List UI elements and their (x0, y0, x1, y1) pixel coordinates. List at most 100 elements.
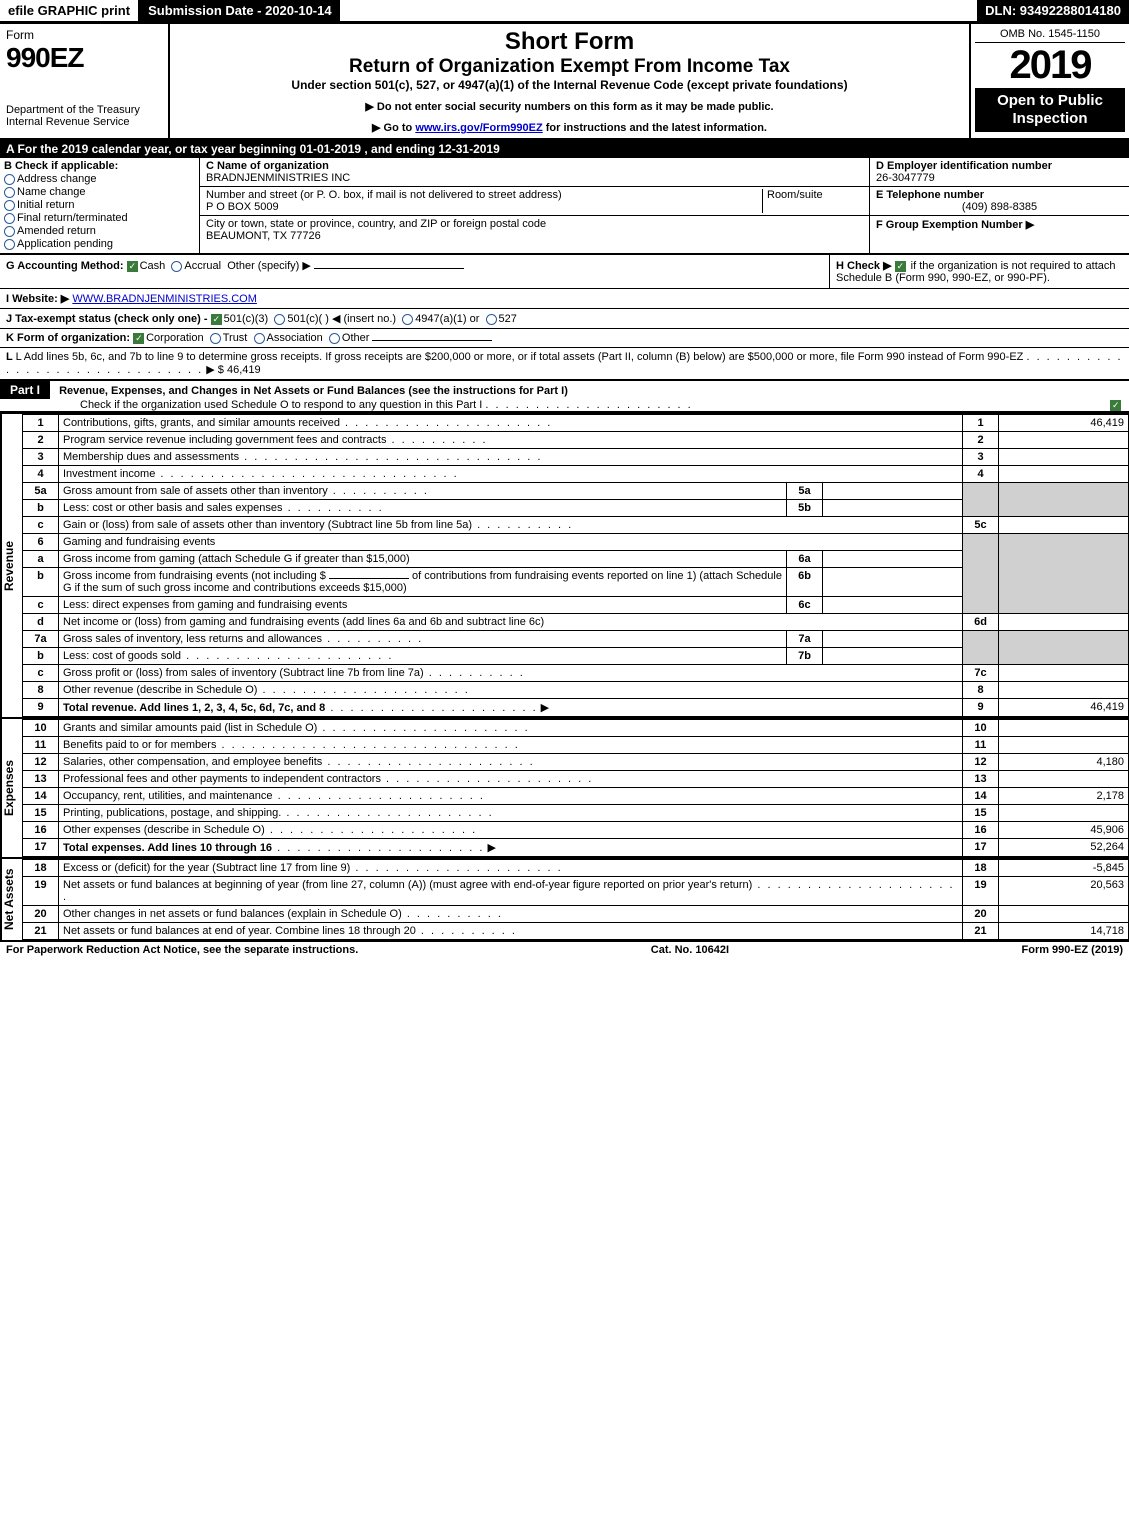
line-desc: Gain or (loss) from sale of assets other… (63, 519, 472, 531)
line-desc: Other revenue (describe in Schedule O) (63, 684, 257, 696)
revenue-side-label: Revenue (0, 414, 22, 717)
table-row: c Gain or (loss) from sale of assets oth… (23, 517, 1129, 534)
line-col: 16 (963, 822, 999, 839)
box-c-street-label: Number and street (or P. O. box, if mail… (206, 189, 562, 201)
line-desc-pre: Gross income from fundraising events (no… (63, 570, 326, 582)
chk-initial-return[interactable]: Initial return (4, 199, 195, 211)
line-val: 2,178 (999, 788, 1129, 805)
inner-val (823, 500, 963, 517)
website-link[interactable]: WWW.BRADNJENMINISTRIES.COM (72, 293, 257, 305)
line-col: 20 (963, 906, 999, 923)
box-g: G Accounting Method: Cash Accrual Other … (0, 255, 829, 288)
footer-left: For Paperwork Reduction Act Notice, see … (6, 944, 358, 956)
line-col: 3 (963, 449, 999, 466)
box-c-city-label: City or town, state or province, country… (206, 218, 546, 230)
gray-cell (963, 631, 999, 665)
title-return: Return of Organization Exempt From Incom… (180, 56, 959, 78)
line-desc: Benefits paid to or for members (63, 739, 216, 751)
table-row: 6 Gaming and fundraising events (23, 534, 1129, 551)
contrib-input[interactable] (329, 578, 409, 579)
box-l-text: L Add lines 5b, 6c, and 7b to line 9 to … (16, 351, 1024, 363)
inner-val (823, 631, 963, 648)
open-public: Open to Public Inspection (975, 88, 1125, 132)
line-num: 10 (23, 720, 59, 737)
inner-val (823, 483, 963, 500)
part-i-badge: Part I (0, 381, 50, 399)
line-desc: Net assets or fund balances at end of ye… (63, 925, 416, 937)
chk-corporation[interactable] (133, 333, 144, 344)
line-col: 12 (963, 754, 999, 771)
efile-print[interactable]: efile GRAPHIC print (0, 0, 140, 21)
gray-cell (963, 534, 999, 614)
line-col: 10 (963, 720, 999, 737)
line-num: 9 (23, 699, 59, 717)
box-c-room-label: Room/suite (767, 189, 823, 201)
other-org-input[interactable] (372, 340, 492, 341)
org-name: BRADNJENMINISTRIES INC (206, 172, 350, 184)
period-bar: A For the 2019 calendar year, or tax yea… (0, 140, 1129, 158)
line-num: 13 (23, 771, 59, 788)
line-col: 5c (963, 517, 999, 534)
chk-accrual[interactable] (171, 261, 182, 272)
line-val (999, 517, 1129, 534)
line-desc: Gross sales of inventory, less returns a… (63, 633, 322, 645)
table-row: 4 Investment income 4 (23, 466, 1129, 483)
chk-schedule-b[interactable] (895, 261, 906, 272)
footer-right: Form 990-EZ (2019) (1022, 944, 1123, 956)
line-col: 17 (963, 839, 999, 857)
netassets-section: Net Assets 18 Excess or (deficit) for th… (0, 857, 1129, 940)
chk-trust[interactable] (210, 333, 221, 344)
line-val (999, 614, 1129, 631)
line-num: 5a (23, 483, 59, 500)
submission-date: Submission Date - 2020-10-14 (140, 0, 340, 21)
omb-number: OMB No. 1545-1150 (975, 26, 1125, 43)
chk-4947[interactable] (402, 314, 413, 325)
chk-association[interactable] (254, 333, 265, 344)
chk-other-org[interactable] (329, 333, 340, 344)
box-c: C Name of organization BRADNJENMINISTRIE… (200, 158, 869, 253)
chk-final-return[interactable]: Final return/terminated (4, 212, 195, 224)
table-row: 14 Occupancy, rent, utilities, and maint… (23, 788, 1129, 805)
revenue-section: Revenue 1 Contributions, gifts, grants, … (0, 412, 1129, 717)
chk-527[interactable] (486, 314, 497, 325)
chk-application-pending[interactable]: Application pending (4, 238, 195, 250)
table-row: 18 Excess or (deficit) for the year (Sub… (23, 860, 1129, 877)
netassets-side-label: Net Assets (0, 859, 22, 940)
line-num: 14 (23, 788, 59, 805)
chk-application-pending-label: Application pending (17, 238, 113, 250)
inner-num: 7b (787, 648, 823, 665)
line-num: 17 (23, 839, 59, 857)
line-val (999, 682, 1129, 699)
title-short-form: Short Form (180, 28, 959, 56)
chk-cash[interactable] (127, 261, 138, 272)
irs-link[interactable]: www.irs.gov/Form990EZ (415, 122, 542, 134)
chk-501c[interactable] (274, 314, 285, 325)
chk-cash-label: Cash (140, 260, 166, 272)
chk-name-change[interactable]: Name change (4, 186, 195, 198)
chk-amended-return[interactable]: Amended return (4, 225, 195, 237)
footer-mid: Cat. No. 10642I (651, 944, 729, 956)
line-val (999, 805, 1129, 822)
table-row: 17 Total expenses. Add lines 10 through … (23, 839, 1129, 857)
line-col: 19 (963, 877, 999, 906)
chk-initial-return-label: Initial return (17, 199, 74, 211)
header-right: OMB No. 1545-1150 2019 Open to Public In… (969, 24, 1129, 138)
chk-schedule-o[interactable] (1110, 400, 1121, 411)
chk-address-change[interactable]: Address change (4, 173, 195, 185)
line-val (999, 449, 1129, 466)
line-num: a (23, 551, 59, 568)
box-e-label: E Telephone number (876, 189, 984, 201)
other-specify-input[interactable] (314, 268, 464, 269)
line-num: 3 (23, 449, 59, 466)
gray-cell (963, 483, 999, 517)
line-val (999, 771, 1129, 788)
chk-other-label: Other (specify) ▶ (227, 260, 311, 272)
inner-val (823, 597, 963, 614)
chk-501c3[interactable] (211, 314, 222, 325)
part-i-check-text: Check if the organization used Schedule … (0, 399, 482, 411)
table-row: 3 Membership dues and assessments 3 (23, 449, 1129, 466)
gray-cell (999, 534, 1129, 614)
line-num: 4 (23, 466, 59, 483)
line-num: c (23, 665, 59, 682)
line-desc: Excess or (deficit) for the year (Subtra… (63, 862, 350, 874)
